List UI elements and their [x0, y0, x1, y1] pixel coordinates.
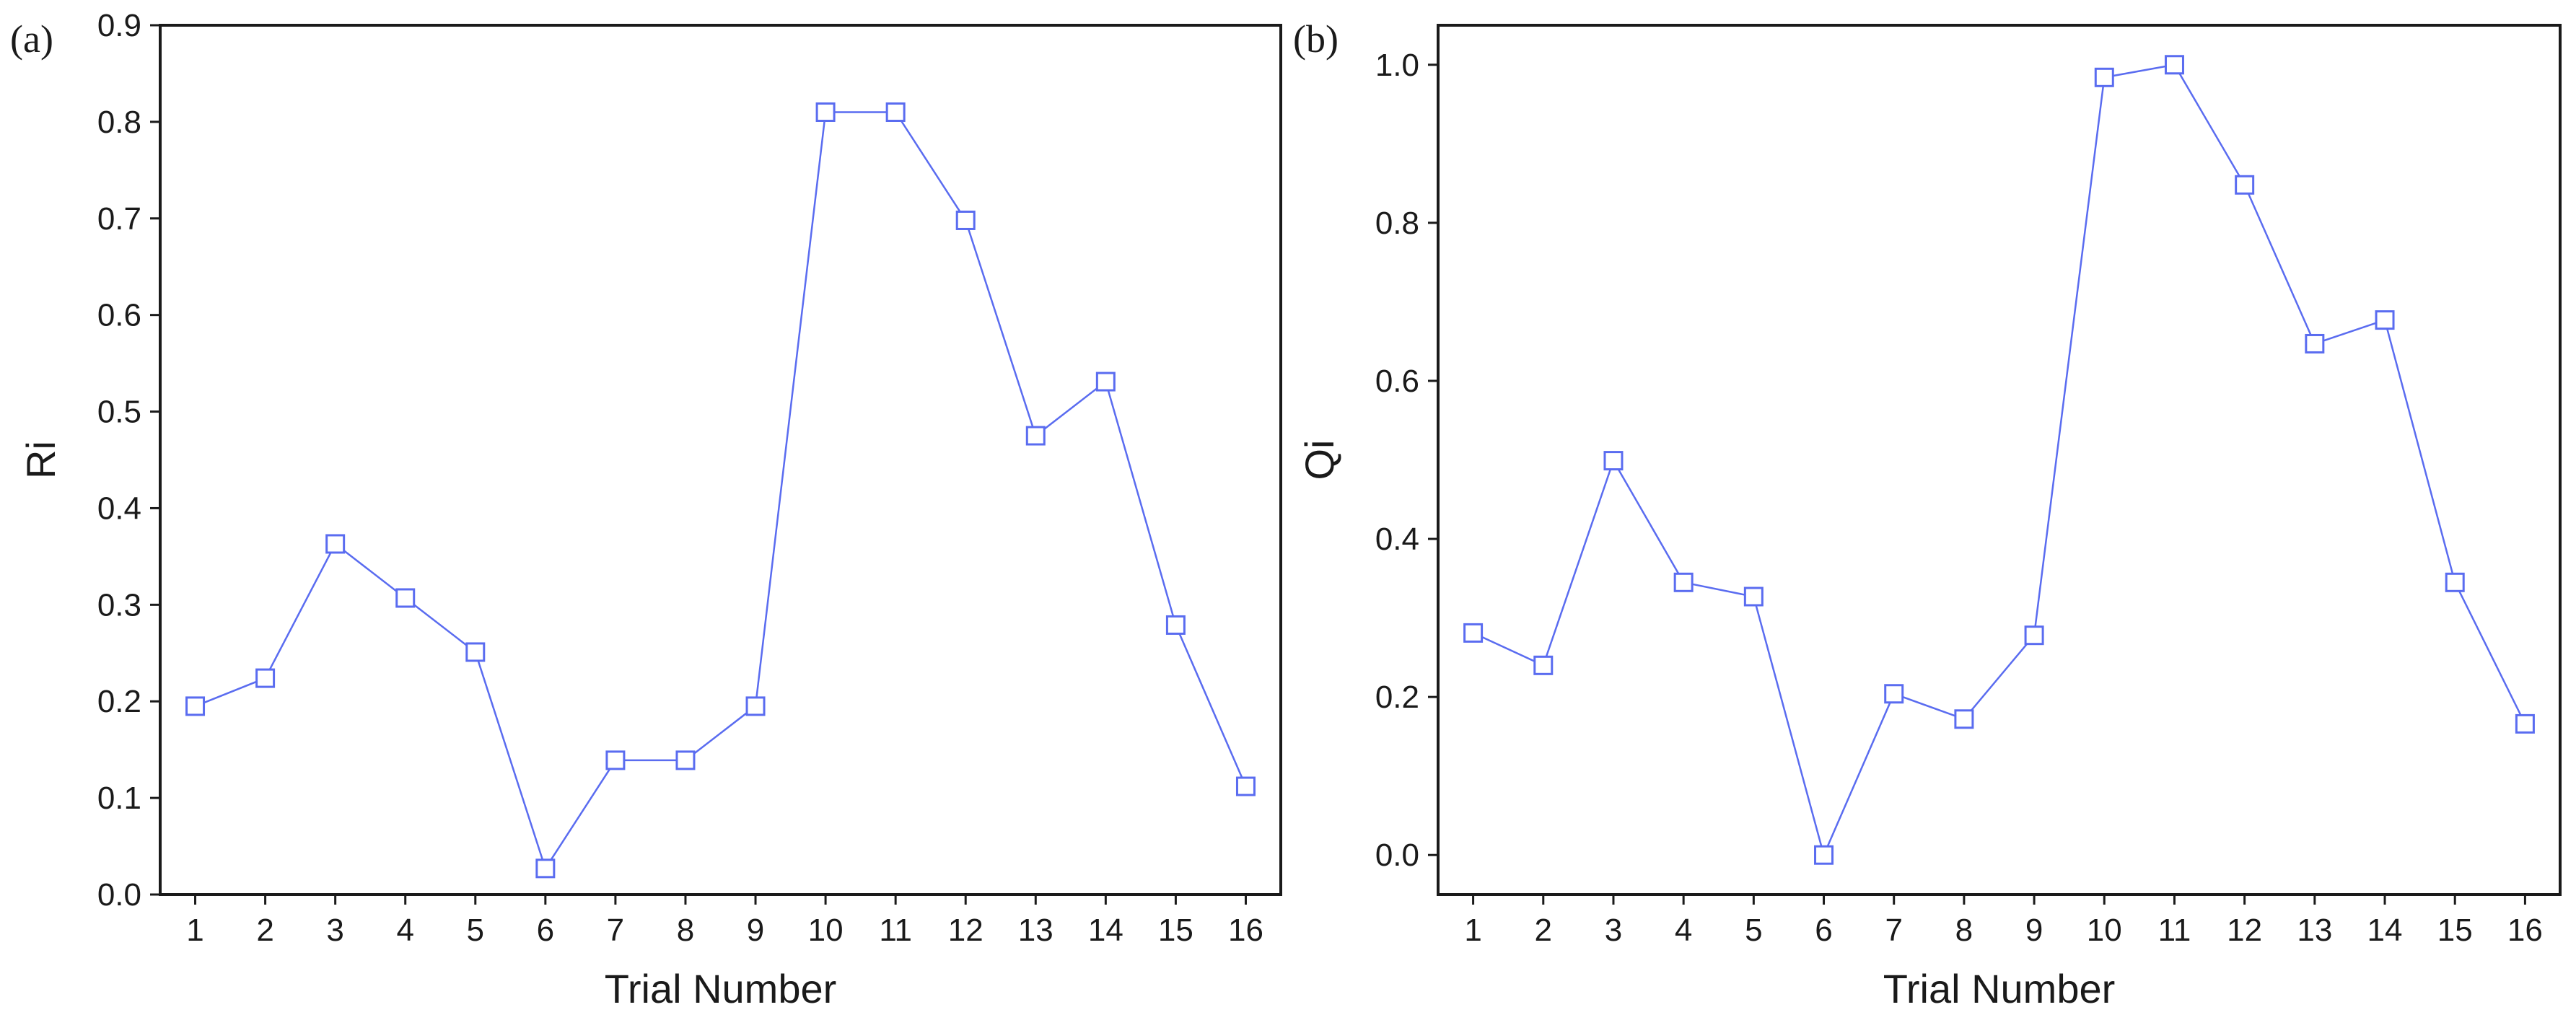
data-point	[2515, 713, 2535, 734]
data-point	[675, 750, 696, 770]
data-point	[465, 642, 486, 662]
x-tick-label: 3	[326, 913, 343, 948]
x-tick-label: 8	[677, 913, 694, 948]
panel-a: 1 2 3 4 5 6 7 8 9 10 11 12 13 14 15 160.00.10.20.30.40.…	[10, 8, 1282, 1011]
x-tick-label: 15	[2437, 913, 2473, 948]
x-tick-label: 6	[1815, 913, 1832, 948]
x-tick-label: 5	[1745, 913, 1762, 948]
x-tick-label: 14	[2367, 913, 2403, 948]
data-point	[885, 102, 906, 122]
x-tick-label: 5	[467, 913, 484, 948]
x-tick-label: 6	[537, 913, 554, 948]
data-point	[1165, 615, 1186, 635]
data-point	[1954, 709, 1974, 729]
y-tick-label: 0.0	[97, 877, 141, 913]
y-axis-title: Qi	[1297, 440, 1342, 480]
y-tick-label: 0.1	[97, 781, 141, 816]
x-axis-title: Trial Number	[605, 966, 837, 1011]
data-point	[1533, 655, 1554, 675]
y-tick-label: 0.5	[97, 395, 141, 430]
series-line	[1473, 63, 2526, 858]
panel-label: (a)	[10, 17, 53, 61]
data-point	[2164, 55, 2184, 75]
x-tick-label: 13	[2297, 913, 2332, 948]
y-tick-label: 0.2	[1375, 680, 1419, 715]
y-tick-label: 0.4	[1375, 522, 1419, 557]
data-point	[815, 102, 836, 122]
y-axis-title: Ri	[18, 441, 63, 479]
data-point	[1235, 776, 1256, 796]
x-tick-label: 9	[2025, 913, 2043, 948]
series-line	[195, 111, 1247, 871]
x-tick-label: 12	[2227, 913, 2262, 948]
data-point	[1743, 586, 1764, 607]
data-point	[605, 750, 626, 770]
x-tick-label: 1	[1464, 913, 1481, 948]
x-tick-label: 12	[948, 913, 983, 948]
x-tick-label: 2	[256, 913, 273, 948]
x-tick-label: 7	[1885, 913, 1902, 948]
x-tick-label: 11	[2158, 913, 2191, 948]
x-tick-label: 10	[808, 913, 844, 948]
data-point	[325, 534, 346, 554]
data-point	[1095, 372, 1116, 392]
data-point	[1673, 572, 1694, 592]
y-tick-label: 0.8	[1375, 206, 1419, 241]
x-tick-label: 16	[1228, 913, 1263, 948]
data-point	[2024, 625, 2044, 646]
data-point	[1463, 623, 1484, 643]
data-point	[1814, 845, 1834, 865]
x-tick-label: 1	[186, 913, 203, 948]
y-tick-label: 0.4	[97, 491, 141, 526]
plot-frame	[1437, 24, 2562, 896]
data-point	[535, 858, 556, 879]
x-tick-label: 15	[1158, 913, 1193, 948]
data-point	[1025, 426, 1046, 446]
y-tick-label: 0.2	[97, 684, 141, 719]
y-tick-label: 0.3	[97, 587, 141, 623]
data-point	[1603, 451, 1624, 471]
x-axis-title: Trial Number	[1883, 966, 2116, 1011]
x-tick-label: 8	[1955, 913, 1973, 948]
y-tick-label: 1.0	[1375, 48, 1419, 83]
data-point	[2375, 310, 2395, 330]
x-tick-label: 11	[879, 913, 912, 948]
plot-frame	[159, 24, 1282, 896]
x-tick-label: 4	[396, 913, 413, 948]
panel-label: (b)	[1293, 17, 1339, 61]
y-tick-label: 0.9	[97, 8, 141, 43]
panel-b: 1 2 3 4 5 6 7 8 9 10 11 12 13 14 15 160.00.20.40.60.81.…	[1293, 17, 2562, 1011]
data-point	[2445, 572, 2465, 592]
x-tick-label: 9	[747, 913, 764, 948]
data-point	[955, 210, 976, 230]
x-tick-label: 2	[1535, 913, 1552, 948]
x-tick-label: 16	[2507, 913, 2543, 948]
x-tick-label: 13	[1018, 913, 1053, 948]
x-tick-label: 3	[1605, 913, 1622, 948]
y-tick-label: 0.0	[1375, 838, 1419, 873]
y-tick-label: 0.8	[97, 105, 141, 140]
data-point	[2235, 175, 2255, 195]
y-tick-label: 0.6	[1375, 364, 1419, 399]
data-point	[1884, 684, 1904, 704]
data-point	[395, 588, 416, 608]
y-tick-label: 0.6	[97, 298, 141, 333]
data-point	[255, 668, 276, 688]
x-tick-label: 4	[1675, 913, 1692, 948]
data-point	[2094, 67, 2114, 87]
x-tick-label: 10	[2087, 913, 2122, 948]
y-tick-label: 0.7	[97, 201, 141, 237]
data-point	[745, 696, 766, 716]
data-point	[2305, 333, 2325, 353]
x-tick-label: 14	[1088, 913, 1123, 948]
data-point	[185, 696, 206, 716]
x-tick-label: 7	[607, 913, 624, 948]
